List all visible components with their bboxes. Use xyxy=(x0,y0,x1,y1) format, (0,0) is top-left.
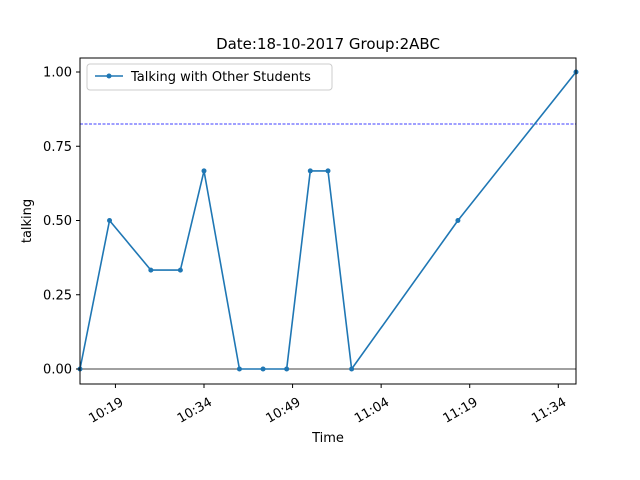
y-tick-label: 0.75 xyxy=(43,140,72,155)
data-point xyxy=(107,218,113,223)
legend-marker xyxy=(106,73,112,79)
y-axis-title: talking xyxy=(20,199,35,243)
y-tick-label: 0.00 xyxy=(43,363,72,378)
data-point xyxy=(455,218,461,223)
legend-box xyxy=(86,63,333,91)
y-tick-label: 1.00 xyxy=(43,66,72,81)
legend-label: Talking with Other Students xyxy=(130,70,311,85)
data-point xyxy=(177,267,183,273)
data-point xyxy=(325,168,331,174)
data-point xyxy=(236,366,242,372)
data-point xyxy=(284,366,290,372)
y-axis: 0.00 0.25 0.50 0.75 1.00 xyxy=(43,66,80,378)
data-point xyxy=(307,168,313,174)
data-point xyxy=(148,267,154,273)
data-point xyxy=(349,366,355,372)
y-tick-label: 0.25 xyxy=(43,288,72,303)
data-point xyxy=(260,366,266,372)
chart-title: Date:18-10-2017 Group:2ABC xyxy=(216,35,440,53)
y-tick-label: 0.50 xyxy=(43,214,72,229)
x-axis-title: Time xyxy=(311,431,344,446)
reference-lines xyxy=(80,123,576,370)
plot-frame xyxy=(79,57,577,385)
series-layer xyxy=(77,69,579,372)
legend: Talking with Other Students xyxy=(86,63,333,91)
data-point xyxy=(201,168,207,174)
